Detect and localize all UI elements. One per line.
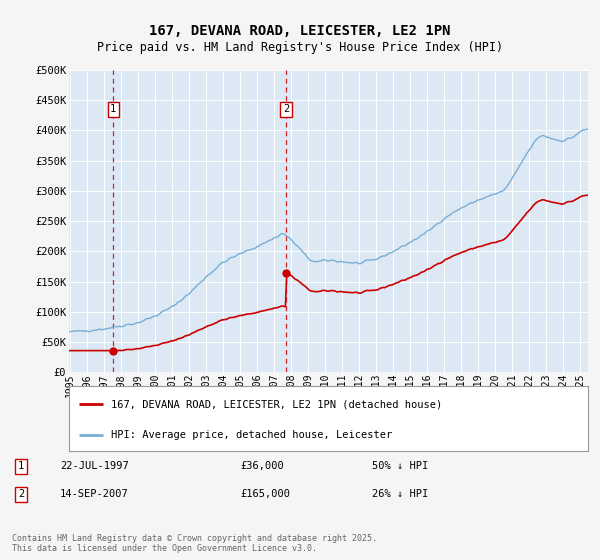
Text: Price paid vs. HM Land Registry's House Price Index (HPI): Price paid vs. HM Land Registry's House … — [97, 41, 503, 54]
Text: 167, DEVANA ROAD, LEICESTER, LE2 1PN: 167, DEVANA ROAD, LEICESTER, LE2 1PN — [149, 24, 451, 38]
Text: 22-JUL-1997: 22-JUL-1997 — [60, 461, 129, 472]
Text: 167, DEVANA ROAD, LEICESTER, LE2 1PN (detached house): 167, DEVANA ROAD, LEICESTER, LE2 1PN (de… — [110, 399, 442, 409]
Text: 1: 1 — [18, 461, 24, 472]
Text: 50% ↓ HPI: 50% ↓ HPI — [372, 461, 428, 472]
Text: 2: 2 — [283, 104, 289, 114]
Text: 26% ↓ HPI: 26% ↓ HPI — [372, 489, 428, 500]
Text: HPI: Average price, detached house, Leicester: HPI: Average price, detached house, Leic… — [110, 430, 392, 440]
Text: 1: 1 — [110, 104, 116, 114]
Text: £36,000: £36,000 — [240, 461, 284, 472]
Text: £165,000: £165,000 — [240, 489, 290, 500]
Text: Contains HM Land Registry data © Crown copyright and database right 2025.
This d: Contains HM Land Registry data © Crown c… — [12, 534, 377, 553]
Text: 14-SEP-2007: 14-SEP-2007 — [60, 489, 129, 500]
Text: 2: 2 — [18, 489, 24, 500]
